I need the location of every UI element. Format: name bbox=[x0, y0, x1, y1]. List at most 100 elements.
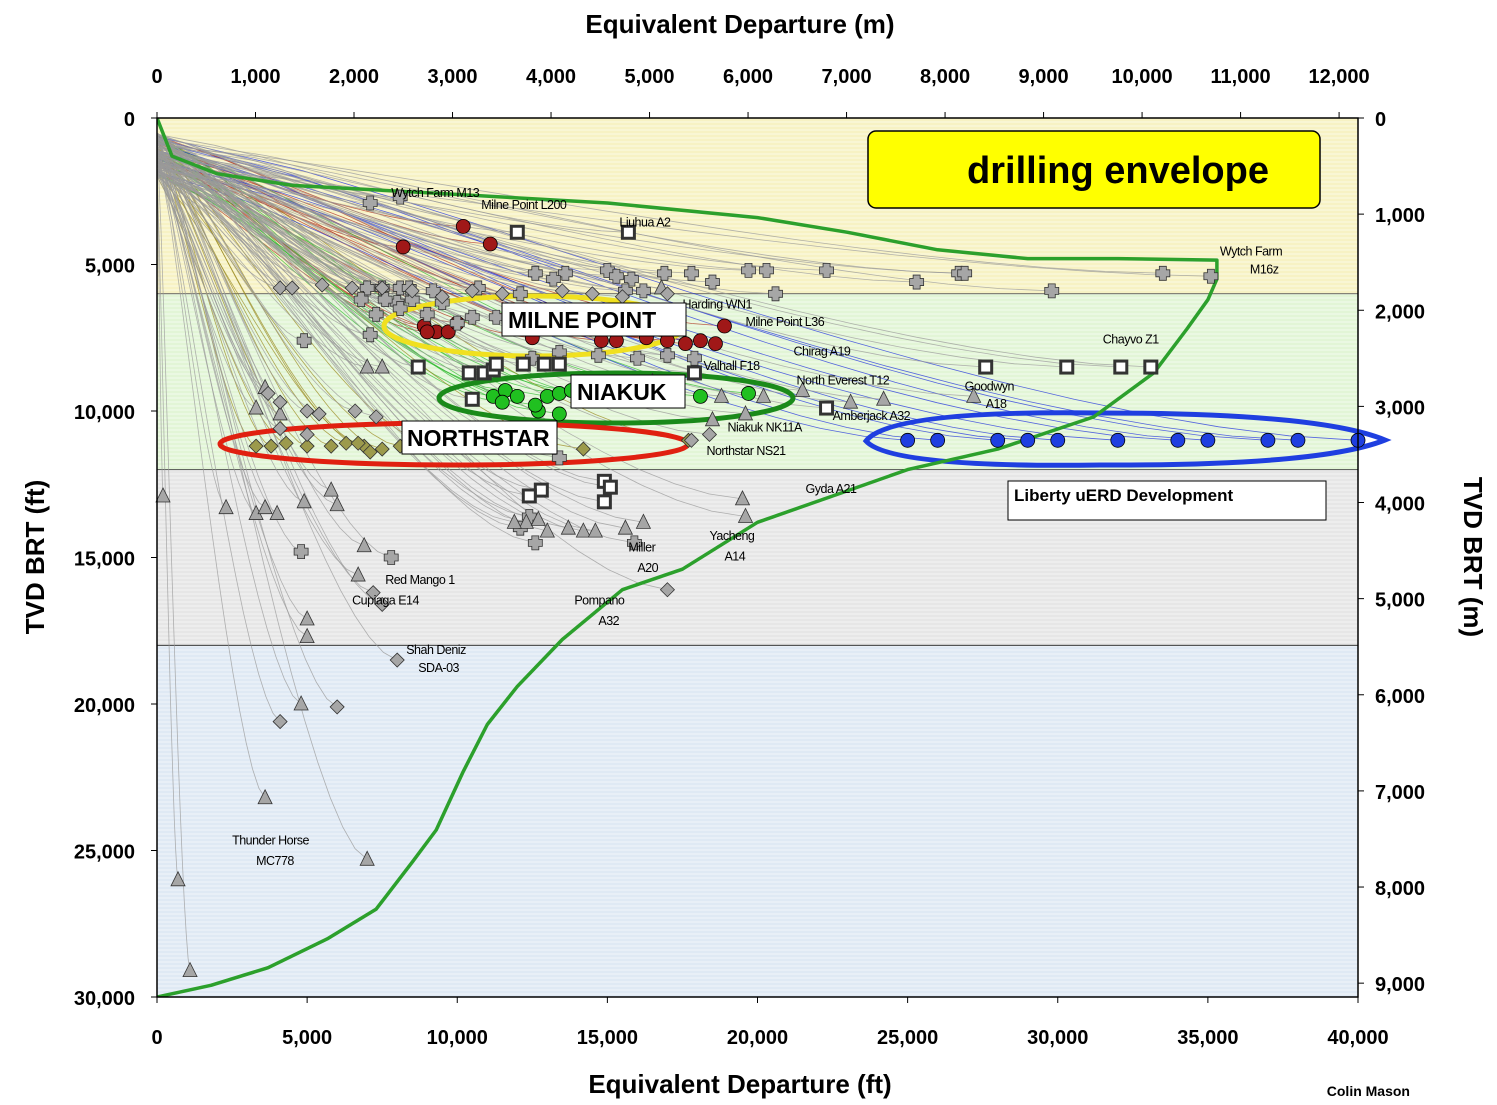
well-trajectory bbox=[157, 118, 767, 271]
well-marker-square bbox=[464, 391, 480, 407]
chart-title: drilling envelope bbox=[967, 150, 1269, 192]
well-label: A32 bbox=[598, 614, 619, 628]
well-marker-cross bbox=[623, 271, 639, 287]
well-marker-circle bbox=[1020, 432, 1036, 448]
well-marker-cross bbox=[687, 350, 702, 366]
well-marker-diamond bbox=[350, 435, 366, 451]
well-marker-circle bbox=[1170, 432, 1186, 448]
well-marker-triangle bbox=[539, 522, 555, 538]
well-label: Harding WN1 bbox=[682, 297, 752, 311]
y-tick-m-label: 5,000 bbox=[1375, 590, 1425, 612]
well-marker-circle bbox=[990, 432, 1006, 448]
well-marker-square bbox=[1113, 359, 1129, 375]
well-marker-triangle bbox=[635, 513, 652, 529]
well-marker-triangle bbox=[518, 513, 534, 529]
well-marker-circle bbox=[930, 432, 946, 448]
well-trajectory bbox=[157, 118, 548, 532]
well-trajectory bbox=[157, 118, 305, 503]
well-marker-circle bbox=[509, 388, 525, 404]
well-marker-triangle bbox=[734, 490, 751, 506]
well-marker-diamond bbox=[299, 438, 315, 454]
well-trajectory bbox=[157, 118, 356, 412]
well-marker-square bbox=[1059, 359, 1075, 375]
well-marker-square bbox=[686, 365, 702, 381]
well-marker-diamond bbox=[299, 403, 315, 419]
credit-label: Colin Mason bbox=[1327, 1083, 1410, 1099]
well-label: Goodwyn bbox=[965, 379, 1015, 393]
well-marker-triangle bbox=[713, 387, 730, 403]
well-trajectory bbox=[157, 118, 908, 441]
well-label: Chayvo Z1 bbox=[1103, 333, 1159, 347]
well-marker-diamond bbox=[374, 441, 390, 457]
well-marker-diamond bbox=[389, 652, 405, 668]
well-marker-diamond bbox=[272, 421, 288, 437]
well-label: Northstar NS21 bbox=[706, 444, 786, 458]
niakuk-ellipse bbox=[436, 370, 796, 426]
well-label: Liuhua A2 bbox=[619, 215, 671, 229]
y-tick-ft-label: 10,000 bbox=[74, 402, 135, 424]
well-trajectory bbox=[157, 118, 596, 532]
well-trajectory bbox=[157, 118, 374, 594]
well-marker-square bbox=[521, 488, 537, 504]
well-marker-cross bbox=[296, 333, 312, 349]
well-marker-circle bbox=[678, 336, 693, 352]
well-marker-diamond bbox=[659, 582, 675, 598]
well-label: Gyda A21 bbox=[806, 482, 857, 496]
well-marker-triangle bbox=[248, 399, 264, 415]
x-tick-ft-label: 0 bbox=[151, 1027, 162, 1049]
well-marker-diamond bbox=[494, 286, 510, 302]
well-marker-circle bbox=[1260, 432, 1276, 448]
liberty-legend-box bbox=[1007, 480, 1327, 521]
well-trajectory bbox=[157, 118, 368, 368]
x-tick-m-label: 0 bbox=[151, 66, 162, 88]
well-marker-cross bbox=[590, 347, 606, 363]
well-marker-diamond bbox=[365, 585, 381, 601]
well-label: Pompano bbox=[574, 593, 625, 607]
well-trajectory bbox=[157, 118, 560, 353]
well-marker-circle bbox=[494, 394, 510, 410]
well-trajectory bbox=[157, 118, 635, 544]
well-marker-cross bbox=[527, 535, 543, 551]
well-marker-diamond bbox=[575, 441, 591, 457]
well-marker-cross bbox=[660, 347, 675, 363]
well-marker-diamond bbox=[299, 426, 315, 443]
well-marker-triangle bbox=[155, 487, 171, 503]
well-trajectory bbox=[157, 118, 473, 292]
well-marker-cross bbox=[464, 309, 480, 325]
well-marker-cross bbox=[383, 550, 399, 565]
well-label: Cupiaga E14 bbox=[352, 593, 419, 607]
well-marker-triangle bbox=[875, 390, 892, 406]
y-tick-m-label: 0 bbox=[1375, 109, 1386, 131]
well-trajectory bbox=[157, 118, 668, 295]
y-tick-m-label: 1,000 bbox=[1375, 205, 1425, 227]
well-marker-circle bbox=[1110, 432, 1126, 448]
well-trajectory bbox=[157, 118, 644, 523]
well-marker-square bbox=[515, 356, 531, 372]
well-trajectory bbox=[157, 118, 1151, 368]
well-marker-triangle bbox=[257, 788, 273, 805]
well-marker-circle bbox=[419, 324, 435, 340]
well-marker-cross bbox=[684, 265, 699, 281]
well-marker-diamond bbox=[314, 277, 330, 293]
well-label: Niakuk NK11A bbox=[727, 421, 803, 435]
well-marker-circle bbox=[717, 318, 732, 334]
well-marker-cross bbox=[636, 283, 651, 299]
well-trajectory bbox=[157, 118, 191, 971]
well-marker-triangle bbox=[704, 410, 721, 427]
well-trajectory bbox=[157, 118, 278, 514]
well-trajectory bbox=[157, 118, 692, 274]
well-trajectory bbox=[157, 118, 665, 274]
niakuk-label-box bbox=[570, 374, 686, 409]
well-marker-circle bbox=[395, 239, 411, 255]
well-trajectory bbox=[157, 118, 269, 394]
well-marker-diamond bbox=[338, 435, 354, 451]
niakuk-label: NIAKUK bbox=[577, 379, 667, 405]
well-trajectory bbox=[157, 118, 515, 523]
y-tick-m-label: 2,000 bbox=[1375, 301, 1425, 323]
well-marker-cross bbox=[392, 189, 408, 205]
x-tick-m-label: 5,000 bbox=[625, 66, 675, 88]
x-tick-m-label: 4,000 bbox=[526, 66, 576, 88]
y-tick-m-label: 7,000 bbox=[1375, 782, 1425, 804]
well-trajectory bbox=[157, 118, 272, 447]
well-label: Miller bbox=[628, 541, 655, 555]
